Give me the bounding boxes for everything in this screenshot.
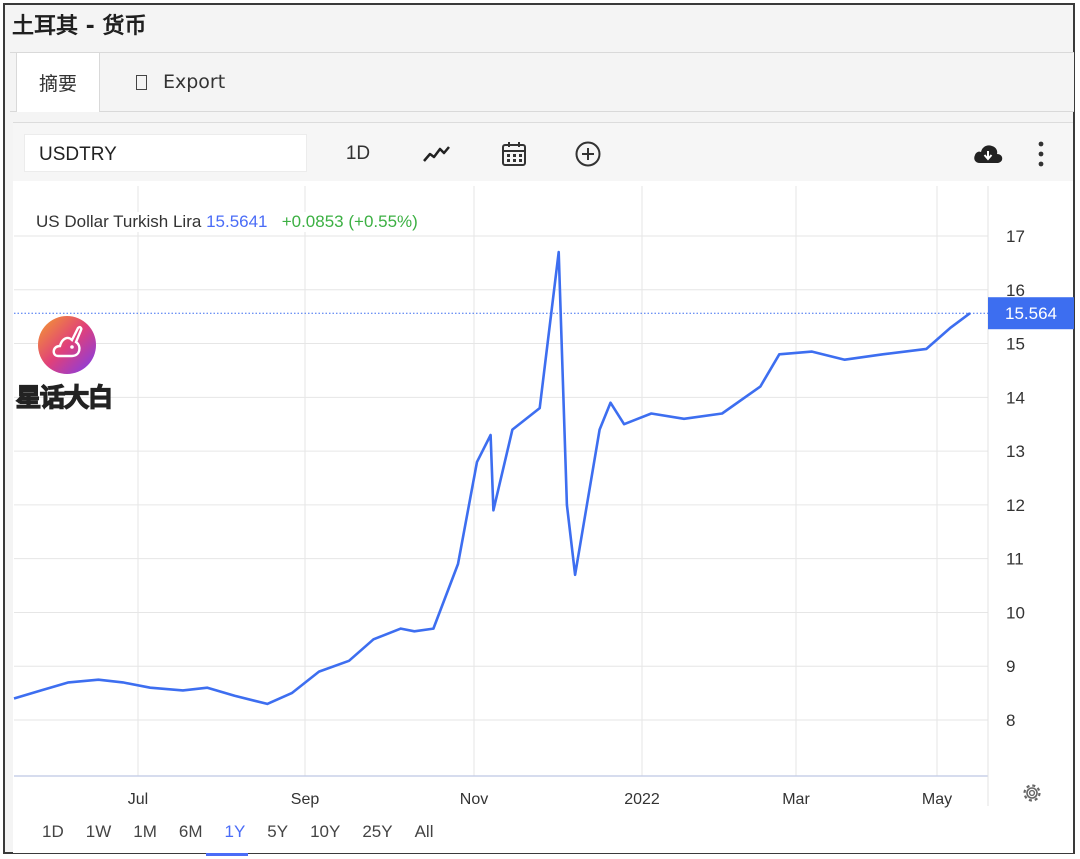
y-tick-label: 8	[1006, 711, 1015, 730]
cloud-download-icon[interactable]	[970, 138, 1006, 170]
add-circle-icon[interactable]	[570, 138, 606, 170]
range-button-1m[interactable]: 1M	[133, 822, 157, 841]
series-line	[13, 250, 971, 706]
rabbit-logo-icon	[38, 316, 96, 374]
chart-legend: US Dollar Turkish Lira 15.5641 +0.0853 (…	[36, 212, 424, 232]
x-tick-label: 2022	[624, 791, 660, 808]
legend-name: US Dollar Turkish Lira	[36, 212, 202, 231]
y-tick-label: 10	[1006, 603, 1025, 622]
tab-export-label: Export	[163, 71, 226, 93]
legend-change: +0.0853	[281, 212, 344, 231]
range-button-1w[interactable]: 1W	[85, 822, 112, 841]
settings-gear-icon[interactable]	[1020, 781, 1044, 805]
x-tick-label: Jul	[128, 791, 148, 808]
range-button-25y[interactable]: 25Y	[362, 822, 393, 841]
price-tag-label: 15.564	[1005, 304, 1057, 323]
y-tick-label: 11	[1006, 550, 1024, 569]
y-tick-label: 16	[1006, 281, 1025, 300]
x-tick-label: May	[922, 791, 952, 808]
legend-change-pct: (+0.55%)	[348, 212, 418, 231]
export-icon	[136, 74, 147, 90]
interval-button[interactable]: 1D	[345, 143, 371, 164]
x-tick-label: Sep	[291, 791, 320, 808]
range-selector: 1D 1W 1M 6M 1Y 5Y 10Y 25Y All	[42, 822, 455, 842]
page-title: 土耳其 - 货币	[12, 14, 147, 39]
range-button-all[interactable]: All	[414, 822, 434, 841]
calendar-icon[interactable]	[496, 138, 532, 170]
x-tick-label: Nov	[460, 791, 488, 808]
line-chart-icon[interactable]	[418, 138, 454, 170]
range-button-1d[interactable]: 1D	[42, 822, 64, 841]
tab-export[interactable]: Export	[136, 53, 225, 111]
range-button-1y[interactable]: 1Y	[224, 822, 246, 841]
range-button-5y[interactable]: 5Y	[267, 822, 289, 841]
symbol-input[interactable]: USDTRY	[24, 134, 307, 172]
x-tick-label: Mar	[782, 791, 810, 808]
more-vertical-icon[interactable]	[1026, 138, 1056, 170]
range-button-10y[interactable]: 10Y	[310, 822, 341, 841]
tab-bar: 摘要 Export	[10, 52, 1074, 112]
y-tick-label: 17	[1006, 227, 1025, 246]
watermark-text: 星话大白	[15, 382, 113, 412]
y-tick-label: 15	[1006, 335, 1025, 354]
y-tick-label: 12	[1006, 496, 1025, 515]
y-tick-label: 14	[1006, 388, 1025, 407]
tab-summary[interactable]: 摘要	[16, 53, 100, 112]
active-range-underline	[206, 853, 248, 856]
y-tick-label: 9	[1006, 657, 1015, 676]
legend-price: 15.5641	[206, 212, 268, 231]
y-tick-label: 13	[1006, 442, 1025, 461]
price-tag	[988, 297, 1074, 330]
tab-summary-label: 摘要	[38, 73, 77, 95]
range-button-6m[interactable]: 6M	[178, 822, 203, 841]
chart-panel	[13, 122, 1073, 853]
